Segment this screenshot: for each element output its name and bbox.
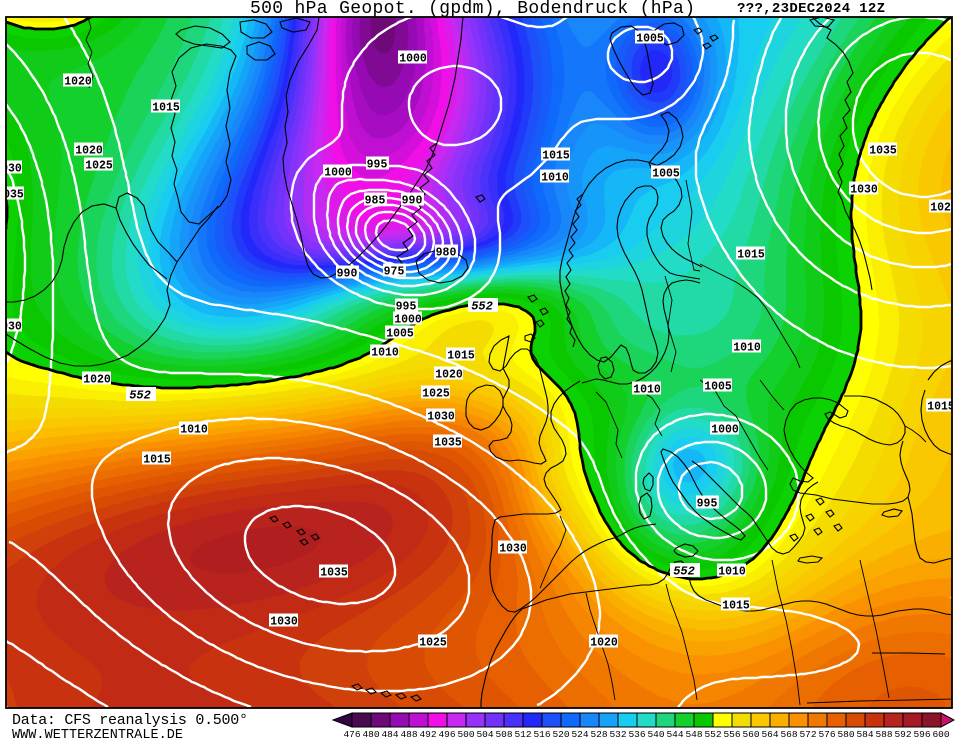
svg-text:1005: 1005 [386,328,414,341]
svg-text:576: 576 [818,729,835,740]
svg-text:1010: 1010 [371,347,399,360]
svg-text:1025: 1025 [422,388,450,401]
svg-text:540: 540 [647,729,664,740]
svg-text:1015: 1015 [152,102,180,115]
svg-text:Data: CFS reanalysis 0.500°: Data: CFS reanalysis 0.500° [12,712,248,729]
svg-text:552: 552 [704,729,721,740]
svg-text:1005: 1005 [636,33,664,46]
svg-text:1015: 1015 [143,454,171,467]
svg-text:1010: 1010 [541,172,569,185]
svg-text:564: 564 [761,729,778,740]
svg-text:552: 552 [471,300,493,314]
svg-text:492: 492 [419,729,436,740]
svg-text:995: 995 [396,301,417,314]
svg-text:1000: 1000 [394,314,422,327]
svg-text:580: 580 [837,729,854,740]
svg-text:1020: 1020 [75,145,103,158]
svg-text:1010: 1010 [180,424,208,437]
svg-text:1020: 1020 [64,76,92,89]
svg-text:1030: 1030 [0,321,22,334]
svg-text:1010: 1010 [633,384,661,397]
svg-text:1030: 1030 [270,616,298,629]
svg-text:568: 568 [780,729,797,740]
svg-text:588: 588 [875,729,892,740]
svg-text:524: 524 [571,729,588,740]
svg-text:1020: 1020 [83,374,111,387]
svg-text:560: 560 [742,729,759,740]
svg-text:980: 980 [436,247,457,260]
svg-text:1035: 1035 [0,189,24,202]
svg-text:1000: 1000 [399,53,427,66]
svg-text:1000: 1000 [324,167,352,180]
svg-text:995: 995 [697,498,718,511]
svg-text:592: 592 [894,729,911,740]
svg-text:990: 990 [402,195,423,208]
svg-text:1030: 1030 [0,163,22,176]
svg-text:544: 544 [666,729,683,740]
svg-text:1015: 1015 [447,350,475,363]
svg-text:528: 528 [590,729,607,740]
svg-text:985: 985 [365,195,386,208]
svg-text:1005: 1005 [652,168,680,181]
svg-text:1010: 1010 [718,566,746,579]
svg-text:548: 548 [685,729,702,740]
svg-text:572: 572 [799,729,816,740]
svg-text:484: 484 [381,729,398,740]
svg-text:1025: 1025 [419,637,447,650]
svg-text:1015: 1015 [542,150,570,163]
svg-text:516: 516 [533,729,550,740]
svg-text:1030: 1030 [427,411,455,424]
svg-text:1035: 1035 [869,145,897,158]
svg-text:584: 584 [856,729,873,740]
svg-text:500: 500 [457,729,474,740]
svg-text:WWW.WETTERZENTRALE.DE: WWW.WETTERZENTRALE.DE [12,728,183,741]
svg-text:1025: 1025 [85,160,113,173]
svg-text:476: 476 [343,729,360,740]
svg-text:1035: 1035 [434,437,462,450]
svg-text:496: 496 [438,729,455,740]
svg-text:1000: 1000 [711,424,739,437]
svg-text:520: 520 [552,729,569,740]
svg-text:552: 552 [129,389,151,403]
svg-text:975: 975 [384,266,405,279]
svg-text:1035: 1035 [320,567,348,580]
svg-text:596: 596 [913,729,930,740]
svg-text:1030: 1030 [850,184,878,197]
svg-text:536: 536 [628,729,645,740]
svg-text:1020: 1020 [435,369,463,382]
svg-text:500 hPa Geopot. (gpdm), Bodend: 500 hPa Geopot. (gpdm), Bodendruck (hPa) [250,0,695,19]
svg-text:1020: 1020 [590,637,618,650]
svg-text:1010: 1010 [733,342,761,355]
svg-text:508: 508 [495,729,512,740]
svg-text:???,23DEC2024 12Z: ???,23DEC2024 12Z [737,1,885,17]
svg-text:600: 600 [932,729,949,740]
svg-text:1015: 1015 [927,401,955,414]
svg-text:995: 995 [367,159,388,172]
svg-text:1005: 1005 [704,381,732,394]
svg-text:990: 990 [337,268,358,281]
svg-text:512: 512 [514,729,531,740]
svg-text:480: 480 [362,729,379,740]
svg-text:1015: 1015 [722,600,750,613]
svg-text:1030: 1030 [499,543,527,556]
svg-text:1025: 1025 [930,202,958,215]
svg-text:504: 504 [476,729,493,740]
svg-text:532: 532 [609,729,626,740]
svg-text:488: 488 [400,729,417,740]
svg-text:1015: 1015 [737,249,765,262]
svg-text:552: 552 [673,565,695,579]
svg-text:556: 556 [723,729,740,740]
